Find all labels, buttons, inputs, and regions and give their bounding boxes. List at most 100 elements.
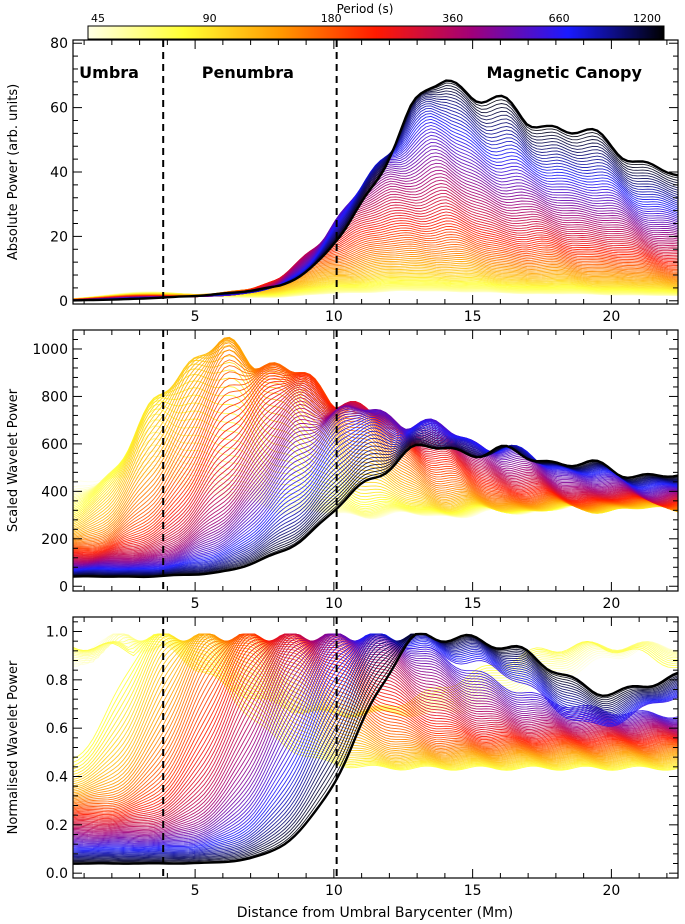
region-label: Umbra <box>79 63 139 82</box>
x-axis-label: Distance from Umbral Barycenter (Mm) <box>237 905 514 921</box>
x-tick-label: 5 <box>191 596 200 612</box>
scaled-power-series-line <box>73 441 678 576</box>
norm-power-series-line <box>73 638 678 780</box>
norm-power-series-line <box>73 633 678 859</box>
norm-power-series-line <box>73 633 678 797</box>
norm-power-series-line <box>73 633 678 857</box>
norm-power-series-line <box>73 633 678 790</box>
norm-power-series-line <box>73 633 678 794</box>
norm-power-series-line <box>73 633 678 863</box>
norm-power-series-line <box>73 633 678 837</box>
scaled-power-series-line <box>73 374 678 553</box>
norm-power-series-line <box>73 633 678 795</box>
y-tick-label: 60 <box>50 101 68 117</box>
norm-power-series-line <box>73 634 678 814</box>
norm-power-series-line <box>73 634 678 844</box>
x-tick-label: 10 <box>325 309 343 325</box>
y-tick-label: 800 <box>41 389 68 405</box>
norm-power-series-line <box>73 633 678 806</box>
norm-power-series-line <box>73 633 678 807</box>
norm-power-series-line <box>73 636 678 816</box>
scaled-power-series-line <box>73 415 678 570</box>
norm-power-series-line <box>73 633 678 861</box>
scaled-power-series-line <box>73 439 678 576</box>
x-tick-label: 20 <box>602 309 620 325</box>
x-tick-label: 20 <box>602 596 620 612</box>
norm-power-series-line <box>73 633 678 826</box>
scaled-power-series-line <box>73 419 678 571</box>
norm-power-series-line <box>73 633 678 860</box>
scaled-power-series-line <box>73 377 678 555</box>
norm-power-series-line <box>73 633 678 771</box>
scaled-power-series-line <box>73 404 678 564</box>
norm-power-series-line <box>73 635 678 804</box>
norm-power-series-line <box>73 633 678 833</box>
panel-absolute-power: 5 10 15 20 0 20 40 60 80 Absolute Power (arb. uni… <box>6 36 679 325</box>
y-tick-label: 0 <box>59 579 68 595</box>
norm-power-series-line <box>73 633 678 787</box>
norm-power-series-line <box>73 633 678 824</box>
scaled-power-series-line <box>73 410 678 568</box>
scaled-power-series-line <box>73 443 678 579</box>
scaled-power-series-line <box>73 405 678 565</box>
y-tick-label: 20 <box>50 229 68 245</box>
y-tick-label: 40 <box>50 165 68 181</box>
y-tick-label: 400 <box>41 484 68 500</box>
norm-power-series-line <box>73 633 678 862</box>
norm-power-series-line <box>73 633 678 828</box>
colorbar-tick-label: 1200 <box>633 12 661 25</box>
norm-power-series-line <box>73 636 678 802</box>
norm-power-series-line <box>73 635 678 775</box>
y-axis-label: Normalised Wavelet Power <box>6 660 21 834</box>
colorbar-tick-label: 45 <box>91 12 105 25</box>
norm-power-series-line <box>73 633 678 812</box>
norm-power-series-line <box>73 633 678 854</box>
y-tick-label: 80 <box>50 36 68 52</box>
x-tick-label: 5 <box>191 309 200 325</box>
scaled-power-series-line <box>73 417 678 570</box>
norm-power-series-line <box>73 634 678 785</box>
scaled-power-series-line <box>73 440 678 576</box>
y-tick-label: 0.2 <box>46 818 68 834</box>
norm-power-series-line <box>73 633 678 827</box>
region-label: Penumbra <box>202 63 294 82</box>
norm-power-series-line <box>73 633 678 823</box>
norm-power-series-line <box>73 633 678 835</box>
y-tick-label: 600 <box>41 437 68 453</box>
y-tick-label: 0.8 <box>46 673 68 689</box>
norm-power-series-line <box>73 633 678 792</box>
norm-power-series-line <box>73 633 678 805</box>
scaled-power-series-line <box>73 409 678 568</box>
norm-power-series-line <box>73 633 678 822</box>
norm-power-series-line <box>73 634 678 718</box>
x-tick-label: 15 <box>464 883 482 899</box>
norm-power-series-line <box>73 633 678 857</box>
colorbar-tick-label: 360 <box>442 12 463 25</box>
region-label: Magnetic Canopy <box>487 63 643 82</box>
y-axis-label: Scaled Wavelet Power <box>6 388 21 532</box>
norm-power-series-line <box>73 633 678 829</box>
norm-power-series-line <box>73 638 678 717</box>
y-tick-label: 0.6 <box>46 721 68 737</box>
panel-normalised-wavelet-power: 5 10 15 20 0.0 0.2 0.4 0.6 0.8 1.0 Normalised Wave… <box>6 616 679 899</box>
norm-power-series-line <box>73 633 678 810</box>
norm-power-series-line <box>73 633 678 813</box>
norm-power-series-line <box>73 634 678 818</box>
norm-power-series-line <box>73 636 678 783</box>
scaled-power-series-line <box>73 372 678 551</box>
norm-power-series-line <box>73 634 678 798</box>
y-tick-label: 0 <box>59 294 68 310</box>
abs-power-series-line <box>73 79 678 302</box>
scaled-power-series-line <box>73 410 678 569</box>
colorbar-scale <box>87 25 665 40</box>
x-tick-label: 10 <box>325 596 343 612</box>
norm-power-series-line <box>73 633 678 858</box>
colorbar-tick-label: 660 <box>549 12 570 25</box>
norm-power-series-line <box>73 633 678 821</box>
norm-power-series-line <box>73 633 678 820</box>
norm-power-series-line <box>73 633 678 841</box>
x-tick-label: 5 <box>191 883 200 899</box>
colorbar: Period (s) 45 90 180 360 660 1200 <box>87 2 665 40</box>
y-tick-label: 1000 <box>32 342 68 358</box>
